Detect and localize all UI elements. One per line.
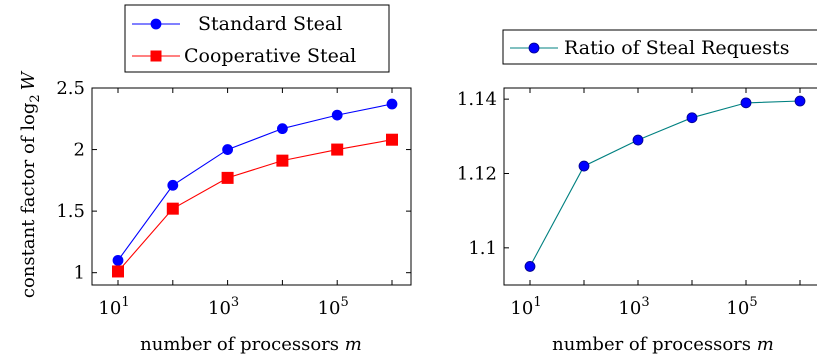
chart-constant-factor: Standard Steal Cooperative Steal 1 1.5 2 2.5…	[18, 4, 412, 355]
x-tick-label: 105	[726, 295, 757, 319]
y-tick-label: 1.1	[468, 238, 497, 259]
y-axis-ticks: 1.1 1.12 1.14	[457, 89, 509, 259]
legend-label: Standard Steal	[198, 13, 342, 35]
legend: Standard Steal Cooperative Steal	[132, 13, 356, 67]
data-point	[794, 95, 806, 107]
chart-steal-ratio: Ratio of Steal Requests 1.11.121.14 101 1…	[457, 29, 817, 355]
x-axis-ticks: 101 103 105	[510, 88, 801, 319]
y-axis-title: constant factor of log2W	[18, 70, 43, 298]
series-line	[529, 100, 801, 267]
x-axis-title: number of processors m	[552, 334, 774, 355]
x-axis-ticks: 101 103 105	[98, 88, 393, 319]
x-tick-label: 105	[318, 295, 349, 319]
data-point	[112, 265, 124, 278]
legend-box	[502, 29, 817, 65]
data-point	[578, 160, 590, 172]
y-tick-label: 1.12	[457, 163, 497, 184]
data-point	[167, 179, 179, 191]
x-tick-label: 101	[510, 295, 541, 319]
legend: Ratio of Steal Requests	[510, 37, 789, 59]
legend-label: Cooperative Steal	[184, 45, 356, 67]
x-axis-title: number of processors m	[140, 334, 362, 355]
x-tick-label: 101	[98, 295, 129, 319]
plot-frame	[91, 87, 412, 286]
legend-box	[124, 4, 390, 73]
y-tick-label: 2.5	[56, 78, 85, 99]
legend-marker	[150, 50, 162, 62]
legend-marker	[150, 18, 162, 30]
series-line	[117, 103, 393, 261]
data-point	[166, 202, 179, 215]
data-point	[221, 171, 234, 184]
data-point	[276, 123, 288, 135]
y-tick-label: 1.5	[56, 201, 85, 222]
data-point	[740, 97, 752, 109]
y-axis-ticks: 1 1.5 2 2.5	[56, 78, 411, 284]
data-point	[686, 112, 698, 124]
series-layer	[112, 98, 398, 278]
legend-label: Ratio of Steal Requests	[564, 37, 789, 59]
data-point	[386, 133, 398, 146]
data-point	[386, 98, 398, 110]
plot-frame	[503, 87, 817, 286]
x-tick-label: 103	[208, 295, 239, 319]
data-point	[112, 254, 124, 266]
data-point	[331, 143, 344, 156]
x-tick-label: 103	[618, 295, 649, 319]
series-line	[117, 139, 393, 272]
data-point	[632, 134, 644, 146]
data-point	[524, 261, 536, 272]
y-tick-label: 2	[74, 140, 85, 161]
data-point	[222, 144, 234, 155]
data-point	[331, 109, 343, 121]
series-layer	[524, 95, 806, 272]
legend-marker	[528, 42, 540, 54]
data-point	[276, 154, 289, 167]
y-tick-label: 1	[74, 263, 85, 284]
y-tick-label: 1.14	[457, 89, 497, 110]
